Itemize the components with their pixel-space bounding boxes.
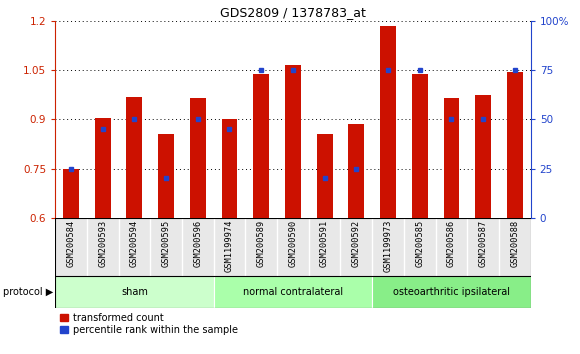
Text: GSM200593: GSM200593 bbox=[98, 219, 107, 267]
Legend: transformed count, percentile rank within the sample: transformed count, percentile rank withi… bbox=[60, 313, 238, 335]
Text: GSM200587: GSM200587 bbox=[478, 219, 488, 267]
Bar bbox=[507, 72, 523, 218]
Bar bbox=[158, 134, 174, 218]
Bar bbox=[372, 276, 531, 308]
Text: protocol ▶: protocol ▶ bbox=[3, 287, 53, 297]
Text: GSM200588: GSM200588 bbox=[510, 219, 519, 267]
Text: GSM200592: GSM200592 bbox=[352, 219, 361, 267]
Text: normal contralateral: normal contralateral bbox=[243, 287, 343, 297]
Bar bbox=[253, 74, 269, 218]
Bar bbox=[55, 276, 213, 308]
Bar bbox=[412, 74, 427, 218]
Text: GSM200584: GSM200584 bbox=[67, 219, 75, 267]
Bar bbox=[475, 95, 491, 218]
Text: GSM200594: GSM200594 bbox=[130, 219, 139, 267]
Bar bbox=[317, 134, 332, 218]
Title: GDS2809 / 1378783_at: GDS2809 / 1378783_at bbox=[220, 6, 366, 19]
Bar bbox=[190, 98, 206, 218]
Bar bbox=[349, 124, 364, 218]
Text: GSM1199974: GSM1199974 bbox=[225, 219, 234, 272]
Text: GSM200585: GSM200585 bbox=[415, 219, 424, 267]
Text: sham: sham bbox=[121, 287, 148, 297]
Bar bbox=[222, 119, 237, 218]
Bar bbox=[63, 169, 79, 218]
Text: GSM200595: GSM200595 bbox=[162, 219, 171, 267]
Bar bbox=[126, 97, 142, 218]
Bar bbox=[285, 65, 301, 218]
Text: GSM200590: GSM200590 bbox=[288, 219, 298, 267]
Bar bbox=[213, 276, 372, 308]
Bar bbox=[444, 98, 459, 218]
Text: GSM1199973: GSM1199973 bbox=[383, 219, 393, 272]
Bar bbox=[380, 26, 396, 218]
Text: GSM200591: GSM200591 bbox=[320, 219, 329, 267]
Text: osteoarthritic ipsilateral: osteoarthritic ipsilateral bbox=[393, 287, 510, 297]
Text: GSM200589: GSM200589 bbox=[257, 219, 266, 267]
Bar bbox=[95, 118, 111, 218]
Text: GSM200596: GSM200596 bbox=[193, 219, 202, 267]
Text: GSM200586: GSM200586 bbox=[447, 219, 456, 267]
